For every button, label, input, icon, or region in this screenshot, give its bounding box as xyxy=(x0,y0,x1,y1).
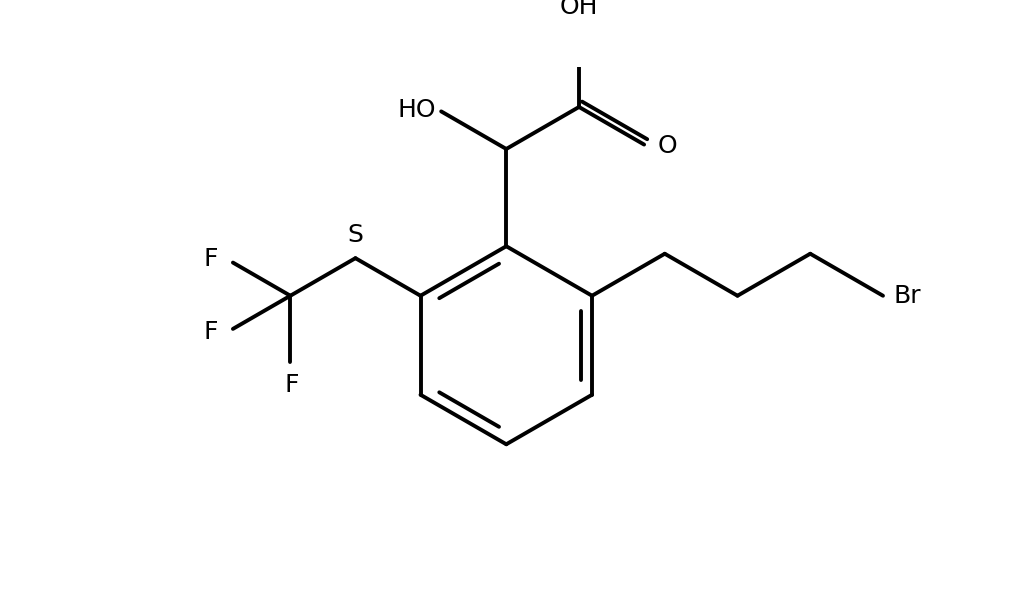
Text: F: F xyxy=(203,320,218,344)
Text: OH: OH xyxy=(559,0,599,19)
Text: HO: HO xyxy=(397,98,436,122)
Text: F: F xyxy=(285,373,299,397)
Text: S: S xyxy=(348,223,363,247)
Text: F: F xyxy=(203,247,218,271)
Text: O: O xyxy=(657,134,677,158)
Text: Br: Br xyxy=(894,284,922,308)
